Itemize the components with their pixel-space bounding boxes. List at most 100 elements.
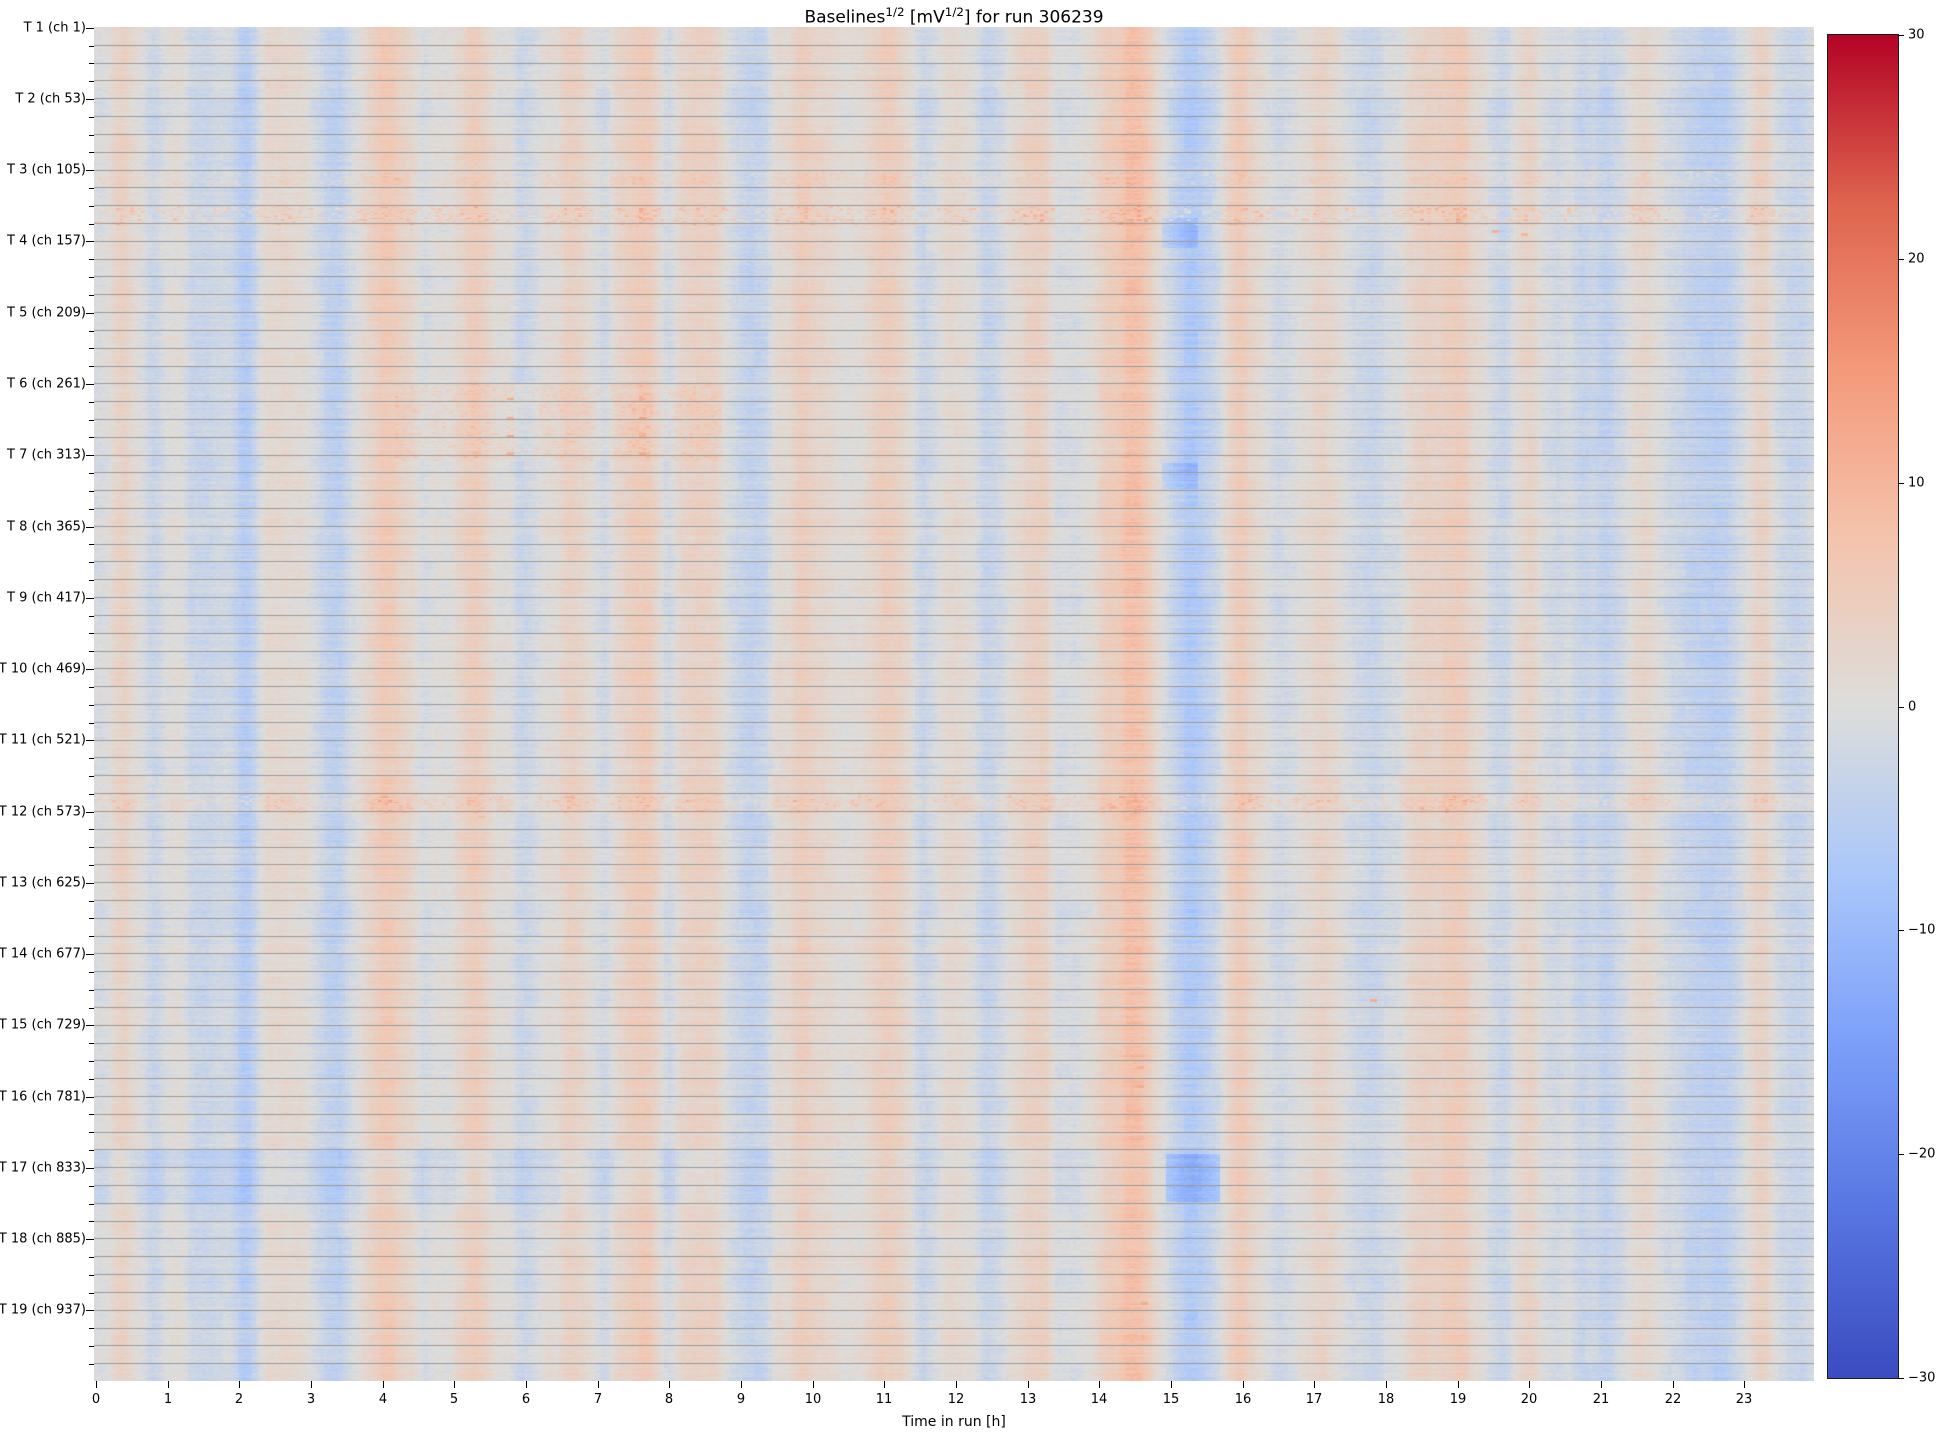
colorbar-tick xyxy=(1899,35,1904,36)
chart-title-sup1: 1/2 xyxy=(885,5,905,19)
y-tick-label: T 1 (ch 1) xyxy=(23,20,86,36)
y-major-tick xyxy=(86,527,94,528)
y-tick-label: T 2 (ch 53) xyxy=(15,91,86,107)
y-minor-tick xyxy=(89,847,94,848)
y-minor-tick xyxy=(89,152,94,153)
x-tick xyxy=(741,1381,742,1388)
x-tick-label: 16 xyxy=(1234,1392,1252,1407)
colorbar-tick-label: −20 xyxy=(1908,1146,1936,1162)
heatmap-canvas xyxy=(94,27,1814,1381)
colorbar-tick-label: 0 xyxy=(1908,699,1917,715)
x-tick xyxy=(526,1381,527,1388)
colorbar xyxy=(1828,35,1898,1378)
y-minor-tick xyxy=(89,562,94,563)
x-tick xyxy=(1243,1381,1244,1388)
y-tick-label: T 4 (ch 157) xyxy=(7,233,86,249)
x-tick xyxy=(884,1381,885,1388)
y-minor-tick xyxy=(89,1061,94,1062)
colorbar-tick xyxy=(1899,259,1904,260)
y-minor-tick xyxy=(89,580,94,581)
y-minor-tick xyxy=(89,1150,94,1151)
y-major-tick xyxy=(86,170,94,171)
colorbar-tick xyxy=(1899,707,1904,708)
x-tick xyxy=(96,1381,97,1388)
colorbar-tick xyxy=(1899,1378,1904,1379)
x-tick xyxy=(168,1381,169,1388)
y-minor-tick xyxy=(89,794,94,795)
y-major-tick xyxy=(86,669,94,670)
x-tick xyxy=(454,1381,455,1388)
x-tick xyxy=(311,1381,312,1388)
y-major-tick xyxy=(86,241,94,242)
chart-title-part2: [mV xyxy=(904,7,945,28)
y-minor-tick xyxy=(89,687,94,688)
y-tick-label: T 18 (ch 885) xyxy=(0,1231,86,1247)
x-tick xyxy=(669,1381,670,1388)
x-tick-label: 13 xyxy=(1019,1392,1037,1407)
y-minor-tick xyxy=(89,81,94,82)
y-minor-tick xyxy=(89,1257,94,1258)
y-minor-tick xyxy=(89,758,94,759)
y-minor-tick xyxy=(89,1364,94,1365)
y-minor-tick xyxy=(89,1204,94,1205)
x-tick-label: 12 xyxy=(947,1392,965,1407)
y-minor-tick xyxy=(89,901,94,902)
y-minor-tick xyxy=(89,829,94,830)
y-minor-tick xyxy=(89,46,94,47)
chart-title-part3: ] for run 306239 xyxy=(963,7,1104,28)
y-minor-tick xyxy=(89,509,94,510)
x-tick-label: 10 xyxy=(804,1392,822,1407)
y-tick-label: T 8 (ch 365) xyxy=(7,519,86,535)
x-tick xyxy=(383,1381,384,1388)
y-minor-tick xyxy=(89,491,94,492)
x-tick-label: 7 xyxy=(593,1392,603,1407)
x-tick-label: 8 xyxy=(664,1392,674,1407)
colorbar-tick-label: 30 xyxy=(1908,27,1925,43)
y-minor-tick xyxy=(89,117,94,118)
x-tick xyxy=(1314,1381,1315,1388)
y-minor-tick xyxy=(89,188,94,189)
x-tick xyxy=(598,1381,599,1388)
x-tick-label: 1 xyxy=(163,1392,173,1407)
y-major-tick xyxy=(86,1239,94,1240)
x-tick-label: 23 xyxy=(1735,1392,1753,1407)
y-tick-label: T 3 (ch 105) xyxy=(7,162,86,178)
x-tick-label: 14 xyxy=(1090,1392,1108,1407)
x-tick-label: 0 xyxy=(91,1392,101,1407)
y-tick-label: T 14 (ch 677) xyxy=(0,946,86,962)
y-minor-tick xyxy=(89,348,94,349)
y-major-tick xyxy=(86,99,94,100)
colorbar-tick-label: −10 xyxy=(1908,922,1936,938)
y-tick-label: T 7 (ch 313) xyxy=(7,447,86,463)
y-major-tick xyxy=(86,455,94,456)
y-major-tick xyxy=(86,812,94,813)
y-major-tick xyxy=(86,954,94,955)
x-tick xyxy=(1458,1381,1459,1388)
chart-title: Baselines1/2 [mV1/2] for run 306239 xyxy=(94,5,1814,28)
y-minor-tick xyxy=(89,616,94,617)
colorbar-tick-label: −30 xyxy=(1908,1370,1936,1386)
x-tick xyxy=(1744,1381,1745,1388)
x-tick xyxy=(1529,1381,1530,1388)
y-tick-label: T 5 (ch 209) xyxy=(7,305,86,321)
y-minor-tick xyxy=(89,990,94,991)
y-minor-tick xyxy=(89,1293,94,1294)
y-minor-tick xyxy=(89,651,94,652)
x-tick xyxy=(813,1381,814,1388)
y-tick-label: T 15 (ch 729) xyxy=(0,1017,86,1033)
y-minor-tick xyxy=(89,544,94,545)
y-minor-tick xyxy=(89,1132,94,1133)
y-major-tick xyxy=(86,313,94,314)
y-minor-tick xyxy=(89,776,94,777)
x-tick xyxy=(1028,1381,1029,1388)
x-tick-label: 18 xyxy=(1377,1392,1395,1407)
y-minor-tick xyxy=(89,1008,94,1009)
y-major-tick xyxy=(86,1168,94,1169)
y-minor-tick xyxy=(89,1221,94,1222)
y-minor-tick xyxy=(89,1186,94,1187)
y-minor-tick xyxy=(89,723,94,724)
colorbar-tick xyxy=(1899,483,1904,484)
y-tick-label: T 13 (ch 625) xyxy=(0,875,86,891)
x-tick xyxy=(1601,1381,1602,1388)
